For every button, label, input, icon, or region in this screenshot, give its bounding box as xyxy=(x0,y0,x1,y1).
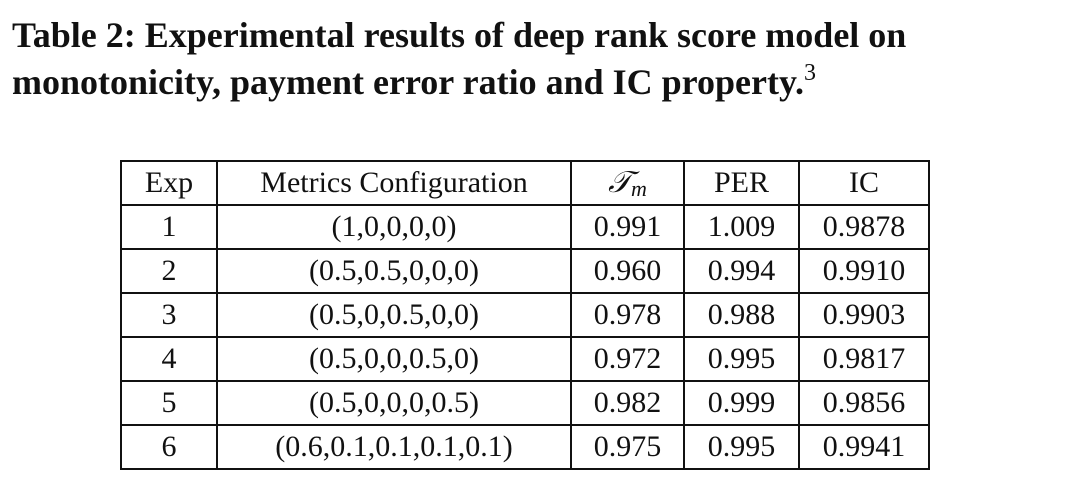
table-row: 1 (1,0,0,0,0) 0.991 1.009 0.9878 xyxy=(120,204,930,250)
results-table: Exp Metrics Configuration 𝒯m PER IC 1 (1,… xyxy=(120,160,930,470)
header-cell: 𝒯m xyxy=(570,160,685,206)
header-cell: Metrics Configuration xyxy=(216,160,572,206)
table-row: 3 (0.5,0,0.5,0,0) 0.978 0.988 0.9903 xyxy=(120,292,930,338)
table-cell: (1,0,0,0,0) xyxy=(216,204,572,250)
table-row: 2 (0.5,0.5,0,0,0) 0.960 0.994 0.9910 xyxy=(120,248,930,294)
table-cell: 0.960 xyxy=(570,248,685,294)
table-cell: 3 xyxy=(120,292,218,338)
caption-title: Table 2: Experimental results of deep ra… xyxy=(12,15,907,102)
table-cell: 0.978 xyxy=(570,292,685,338)
table-cell: 0.982 xyxy=(570,380,685,426)
table-cell: 4 xyxy=(120,336,218,382)
table-cell: 0.9903 xyxy=(798,292,930,338)
table-cell: 0.991 xyxy=(570,204,685,250)
table-cell: 0.975 xyxy=(570,424,685,470)
table-cell: 0.999 xyxy=(683,380,800,426)
footnote-mark: 3 xyxy=(803,60,816,86)
table-body: 1 (1,0,0,0,0) 0.991 1.009 0.9878 2 (0.5,0.5,0,… xyxy=(120,204,930,470)
table-cell: (0.5,0,0,0,0.5) xyxy=(216,380,572,426)
table-cell: (0.5,0,0.5,0,0) xyxy=(216,292,572,338)
table-cell: 0.972 xyxy=(570,336,685,382)
table-cell: 1 xyxy=(120,204,218,250)
table-cell: 0.988 xyxy=(683,292,800,338)
header-subscript: m xyxy=(631,176,647,201)
table-cell: 0.9817 xyxy=(798,336,930,382)
table-cell: 0.994 xyxy=(683,248,800,294)
table-cell: (0.5,0,0,0.5,0) xyxy=(216,336,572,382)
table-cell: 5 xyxy=(120,380,218,426)
table-cell: 0.9910 xyxy=(798,248,930,294)
header-cell: PER xyxy=(683,160,800,206)
table-row: 5 (0.5,0,0,0,0.5) 0.982 0.999 0.9856 xyxy=(120,380,930,426)
header-cell: IC xyxy=(798,160,930,206)
table-caption: Table 2: Experimental results of deep ra… xyxy=(12,12,1062,106)
table-cell: 0.995 xyxy=(683,424,800,470)
table-cell: 0.9941 xyxy=(798,424,930,470)
table-cell: 2 xyxy=(120,248,218,294)
table-cell: 0.9878 xyxy=(798,204,930,250)
header-row: Exp Metrics Configuration 𝒯m PER IC xyxy=(120,160,930,206)
header-symbol: 𝒯 xyxy=(608,166,632,199)
table-row: 4 (0.5,0,0,0.5,0) 0.972 0.995 0.9817 xyxy=(120,336,930,382)
table-cell: 0.9856 xyxy=(798,380,930,426)
table-row: 6 (0.6,0.1,0.1,0.1,0.1) 0.975 0.995 0.9941 xyxy=(120,424,930,470)
table-cell: (0.6,0.1,0.1,0.1,0.1) xyxy=(216,424,572,470)
table-cell: 1.009 xyxy=(683,204,800,250)
table-cell: (0.5,0.5,0,0,0) xyxy=(216,248,572,294)
table-cell: 6 xyxy=(120,424,218,470)
table-cell: 0.995 xyxy=(683,336,800,382)
header-cell: Exp xyxy=(120,160,218,206)
